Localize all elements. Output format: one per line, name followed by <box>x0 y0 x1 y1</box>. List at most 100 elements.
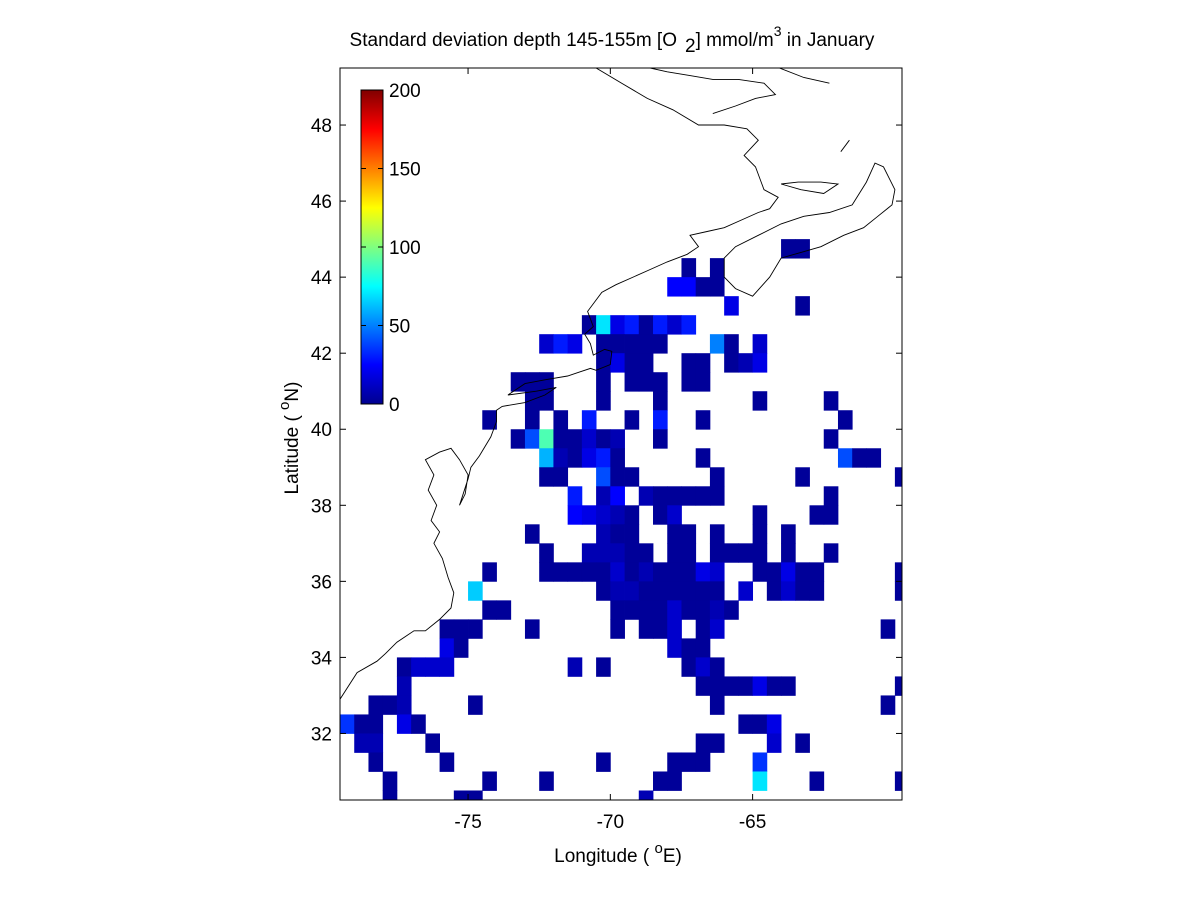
heatmap-cell <box>667 771 682 791</box>
heatmap-cell <box>368 695 384 715</box>
heatmap-cell <box>823 505 839 525</box>
heatmap-cell <box>795 581 810 601</box>
heatmap-cell <box>709 600 725 620</box>
heatmap-cell <box>709 258 725 278</box>
heatmap-cell <box>496 600 512 620</box>
heatmap-cell <box>667 315 682 335</box>
heatmap-cell <box>681 315 697 335</box>
heatmap-cell <box>709 581 725 601</box>
heatmap-cell <box>852 448 867 468</box>
heatmap-cell <box>766 733 782 753</box>
heatmap-cell <box>610 581 625 601</box>
axes-frame <box>339 67 903 801</box>
heatmap-cell <box>468 581 483 601</box>
heatmap-cell <box>638 619 654 639</box>
heatmap-cell <box>695 638 711 658</box>
heatmap-cell <box>667 277 682 297</box>
heatmap-cell <box>752 334 768 354</box>
heatmap-cell <box>709 562 725 582</box>
heatmap-cell <box>724 543 739 563</box>
heatmap-cell <box>653 391 668 411</box>
heatmap-cell <box>823 486 839 506</box>
heatmap-cell <box>809 505 825 525</box>
heatmap-cell <box>539 543 554 563</box>
heatmap-cell <box>781 239 796 259</box>
heatmap-cell <box>681 543 697 563</box>
heatmap-cell <box>709 657 725 677</box>
heatmap-cell <box>752 752 768 772</box>
heatmap-cell <box>581 315 597 335</box>
heatmap-cell <box>439 752 455 772</box>
heatmap-cell <box>823 391 839 411</box>
heatmap-cell <box>411 657 426 677</box>
heatmap-cell <box>681 372 697 392</box>
heatmap-cell <box>567 505 583 525</box>
heatmap-cell <box>752 391 768 411</box>
y-tick-label: 32 <box>311 724 332 745</box>
heatmap-cell <box>439 657 455 677</box>
heatmap-cell <box>581 562 597 582</box>
heatmap-cell <box>695 372 711 392</box>
heatmap-cell <box>553 334 569 354</box>
heatmap-cell <box>681 638 697 658</box>
heatmap-cell <box>809 771 825 791</box>
heatmap-cell <box>567 429 583 449</box>
heatmap-cell <box>482 410 497 430</box>
heatmap-cell <box>724 334 739 354</box>
heatmap-cell <box>695 410 711 430</box>
heatmap-cell <box>624 581 640 601</box>
heatmap-cell <box>709 524 725 544</box>
heatmap-cell <box>596 524 611 544</box>
heatmap-cell <box>638 486 654 506</box>
heatmap-cell <box>653 410 668 430</box>
heatmap-cell <box>610 562 625 582</box>
heatmap-cell <box>439 619 455 639</box>
heatmap-cell <box>596 391 611 411</box>
heatmap-cell <box>396 714 412 734</box>
heatmap-cell <box>681 277 697 297</box>
coastline-segment <box>723 162 896 297</box>
heatmap-cell <box>354 733 369 753</box>
heatmap-cell <box>695 752 711 772</box>
heatmap-cell <box>667 524 682 544</box>
heatmap-cell <box>596 581 611 601</box>
heatmap-cell <box>524 429 540 449</box>
heatmap-cell <box>681 562 697 582</box>
heatmap-cell <box>610 353 625 373</box>
heatmap-cell <box>539 467 554 487</box>
heatmap-cell <box>624 315 640 335</box>
heatmap-cell <box>837 410 853 430</box>
heatmap-cell <box>695 562 711 582</box>
heatmap-cell <box>667 619 682 639</box>
heatmap-cell <box>653 771 668 791</box>
heatmap-cell <box>695 353 711 373</box>
heatmap-cells <box>340 239 902 800</box>
heatmap-cell <box>567 448 583 468</box>
y-tick-label: 40 <box>311 420 332 441</box>
heatmap-cell <box>567 486 583 506</box>
coastline-segment <box>840 139 850 152</box>
heatmap-cell <box>653 315 668 335</box>
heatmap-cell <box>610 543 625 563</box>
heatmap-cell <box>638 581 654 601</box>
y-tick-label: 38 <box>311 496 332 517</box>
heatmap-cell <box>781 581 796 601</box>
y-axis-ticks: 32 34 36 38 40 42 44 46 48 <box>311 116 902 745</box>
heatmap-cell <box>524 619 540 639</box>
heatmap-cell <box>453 619 469 639</box>
y-tick-label: 44 <box>311 268 333 289</box>
heatmap-cell <box>396 695 412 715</box>
x-axis-ticks: -75 -70 -65 <box>454 68 766 833</box>
heatmap-cell <box>539 448 554 468</box>
coastline-segment <box>778 68 830 84</box>
heatmap-cell <box>695 657 711 677</box>
heatmap-cell <box>624 600 640 620</box>
heatmap-cell <box>667 486 682 506</box>
heatmap-cell <box>638 600 654 620</box>
heatmap-cell <box>823 543 839 563</box>
heatmap-cell <box>610 334 625 354</box>
heatmap-cell <box>468 695 483 715</box>
heatmap-cell <box>709 486 725 506</box>
y-tick-label: 34 <box>311 648 333 669</box>
